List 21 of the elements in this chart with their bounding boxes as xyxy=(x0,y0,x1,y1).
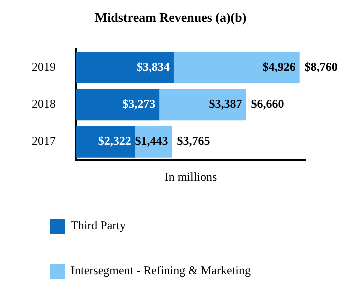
bar xyxy=(76,89,160,121)
chart-title: Midstream Revenues (a)(b) xyxy=(94,10,248,26)
bar xyxy=(160,89,246,121)
y-tick-label: 2018 xyxy=(32,97,56,112)
legend-label: Intersegment - Refining & Marketing xyxy=(71,264,251,278)
data-label: $3,273 xyxy=(122,96,156,111)
y-tick-label: 2019 xyxy=(32,60,56,74)
bar xyxy=(76,52,174,84)
legend-label: Third Party xyxy=(71,218,126,233)
bar xyxy=(76,126,136,158)
total-label: $6,660 xyxy=(251,96,284,111)
data-label: $1,443 xyxy=(135,134,168,148)
data-label: $2,322 xyxy=(98,134,132,148)
data-label: $3,387 xyxy=(209,96,242,111)
bar xyxy=(174,52,300,84)
total-label: $8,760 xyxy=(304,60,338,74)
x-axis-title: In millions xyxy=(164,170,218,184)
data-label: $3,834 xyxy=(136,60,170,74)
y-tick-label: 2017 xyxy=(32,134,56,148)
total-label: $3,765 xyxy=(177,134,210,148)
data-label: $4,926 xyxy=(262,60,296,74)
